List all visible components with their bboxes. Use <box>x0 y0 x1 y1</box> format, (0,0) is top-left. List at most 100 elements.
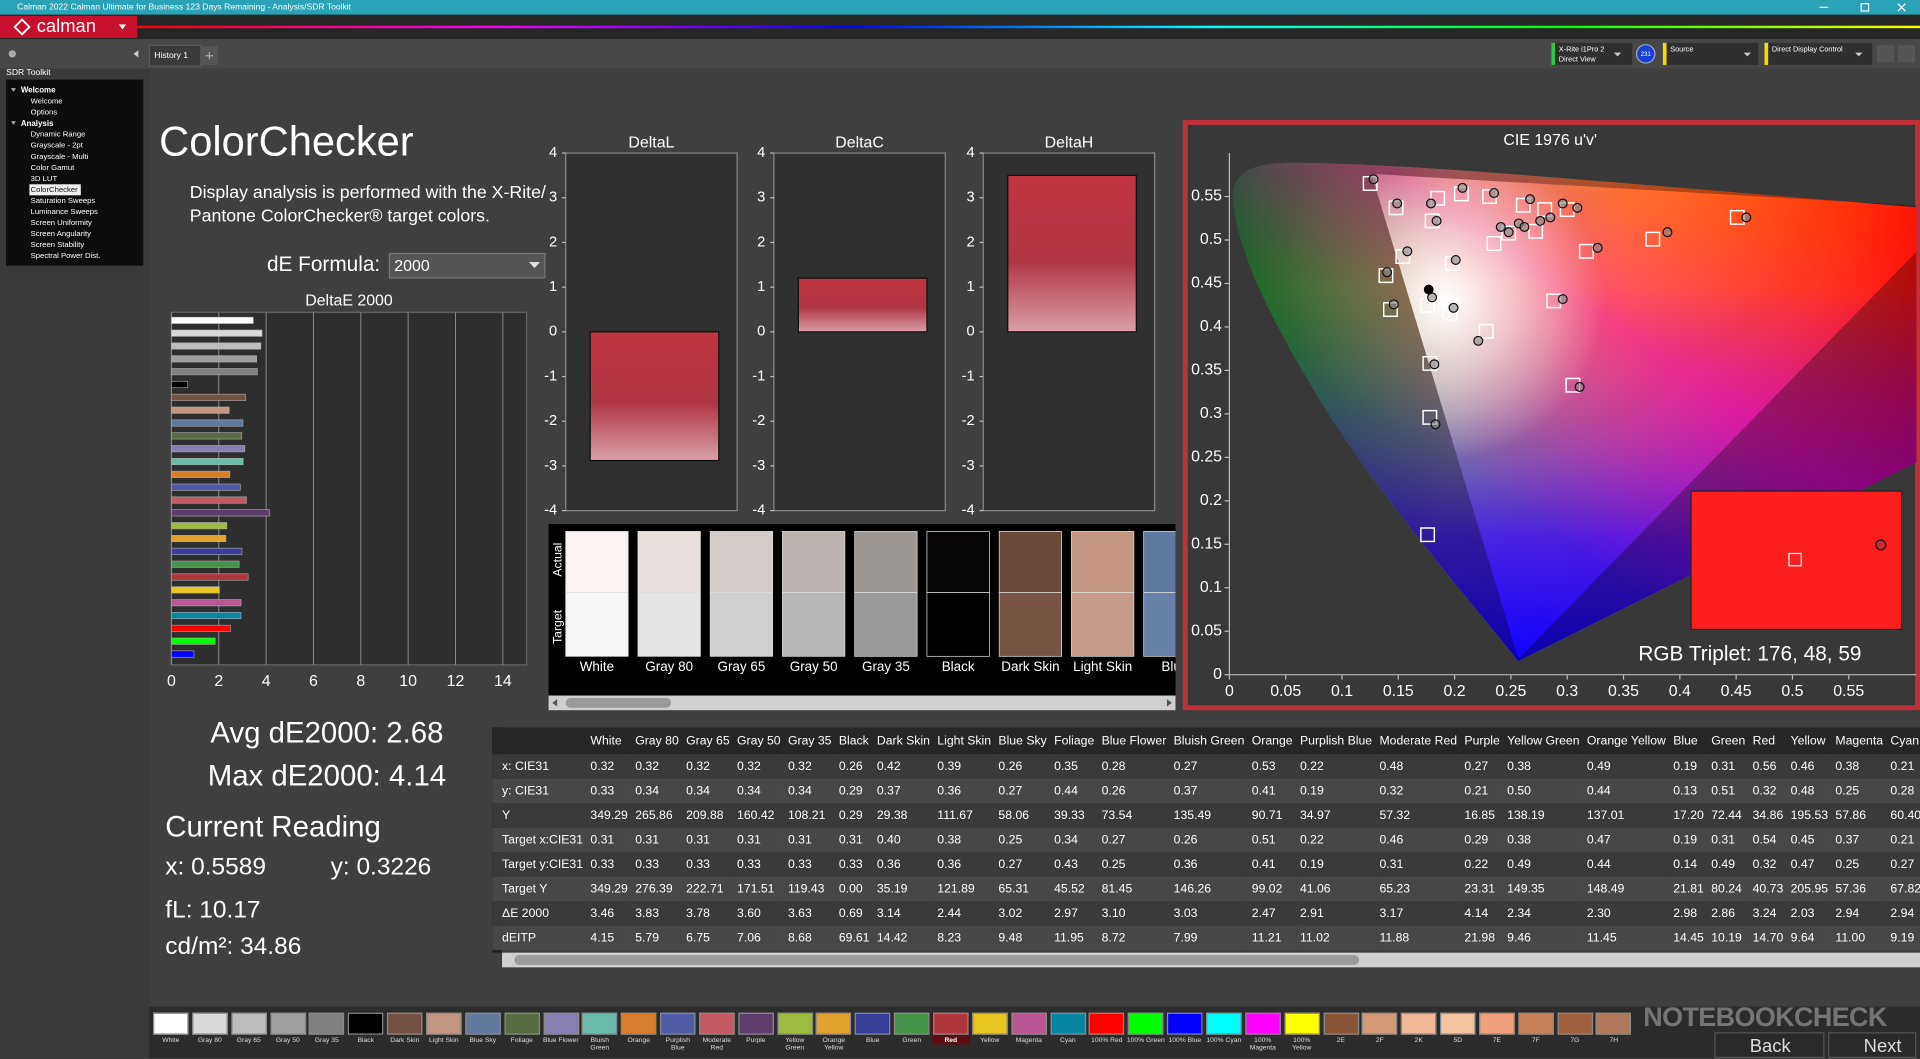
patch[interactable]: 2K <box>1400 1012 1438 1044</box>
settings-button[interactable] <box>1877 45 1895 63</box>
patch[interactable]: 2E <box>1322 1012 1360 1044</box>
tree-group[interactable]: Welcome <box>21 86 56 95</box>
cell: 73.54 <box>1097 803 1170 828</box>
cell: 11.45 <box>1583 925 1670 951</box>
tree-item[interactable]: Color Gamut <box>31 163 76 172</box>
tree-expander[interactable] <box>11 88 16 92</box>
patch-label: Magenta <box>1015 1037 1042 1045</box>
patch[interactable]: Gray 80 <box>191 1012 229 1044</box>
patch[interactable]: White <box>152 1012 190 1045</box>
patch-swatch <box>933 1012 969 1035</box>
patch[interactable]: Blue Sky <box>464 1012 502 1044</box>
tree-item[interactable]: Luminance Sweeps <box>31 207 98 216</box>
patch[interactable]: Moderate Red <box>698 1012 736 1052</box>
patch[interactable]: 100% Yellow <box>1283 1012 1321 1052</box>
table-row: Target Y 349.29 276.39 222.71 171.51 119.43 0.… <box>492 876 1920 902</box>
meter-control[interactable] <box>1551 42 1633 65</box>
tree-item[interactable]: 3D LUT <box>31 174 58 183</box>
tree-item[interactable]: Options <box>31 108 58 117</box>
scrollbar[interactable] <box>548 695 1176 711</box>
patch[interactable]: 2F <box>1361 1012 1399 1044</box>
patch[interactable]: Gray 35 <box>308 1012 346 1044</box>
patch-label: White <box>162 1037 180 1045</box>
tree-item[interactable]: Dynamic Range <box>31 130 86 139</box>
patch[interactable]: 100% Magenta <box>1244 1012 1282 1052</box>
patch[interactable]: 7H <box>1595 1012 1633 1044</box>
tree-item[interactable]: Spectral Power Dist. <box>31 251 101 260</box>
patch-swatch <box>543 1012 579 1035</box>
patch[interactable]: Magenta <box>1010 1012 1048 1045</box>
tree-item[interactable]: Screen Angularity <box>31 229 92 238</box>
tree-item[interactable]: Welcome <box>31 97 63 106</box>
patch[interactable]: Dark Skin <box>386 1012 424 1044</box>
cell: 0.38 <box>1503 827 1584 853</box>
patch[interactable]: Orange Yellow <box>815 1012 853 1052</box>
patch-label: 7F <box>1531 1037 1540 1045</box>
patch[interactable]: Gray 65 <box>230 1012 268 1044</box>
patch[interactable]: Foliage <box>503 1012 541 1044</box>
patch[interactable]: 100% Green <box>1127 1012 1165 1044</box>
cell: 0.32 <box>784 754 836 779</box>
source-control[interactable] <box>1662 42 1759 65</box>
patch[interactable]: 100% Blue <box>1166 1012 1204 1044</box>
patch[interactable]: 7G <box>1556 1012 1594 1044</box>
table-scrollbar-thumb[interactable] <box>514 955 1360 965</box>
logo-box[interactable] <box>0 15 138 38</box>
patch[interactable]: Black <box>347 1012 385 1045</box>
column-header: Yellow Green <box>1503 727 1584 755</box>
tab[interactable] <box>148 44 202 67</box>
collapse-arrow[interactable] <box>133 50 139 58</box>
layout-button[interactable] <box>1897 45 1916 63</box>
tree-item[interactable]: Grayscale - Multi <box>31 152 89 161</box>
cell: 0.34 <box>631 778 683 804</box>
maximize-icon[interactable] <box>1860 3 1870 12</box>
bar <box>171 432 243 440</box>
patch[interactable]: Blue <box>854 1012 892 1044</box>
patch[interactable]: 100% Cyan <box>1205 1012 1243 1044</box>
patch[interactable]: Light Skin <box>425 1012 463 1044</box>
next-button[interactable]: Next <box>1828 1032 1917 1058</box>
patch[interactable]: Purplish Blue <box>659 1012 697 1052</box>
patch[interactable]: Purple <box>737 1012 775 1044</box>
tree-item[interactable]: ColorChecker <box>31 185 79 194</box>
patch[interactable]: Bluish Green <box>581 1012 619 1052</box>
patch[interactable]: 7F <box>1517 1012 1555 1045</box>
swatch-label: White <box>580 659 614 674</box>
patch[interactable]: 7E <box>1478 1012 1516 1044</box>
display-control[interactable] <box>1764 42 1873 65</box>
tree-item[interactable]: Screen Uniformity <box>31 218 92 227</box>
patch[interactable]: Red <box>931 1012 970 1045</box>
column-header: Gray 35 <box>784 727 836 755</box>
patch[interactable]: Yellow <box>971 1012 1009 1044</box>
cell: 0.69 <box>835 901 874 926</box>
cell: 349.29 <box>586 803 632 828</box>
meter-badge[interactable] <box>1635 44 1656 64</box>
patch[interactable]: Blue Flower <box>542 1012 580 1044</box>
x-tick-label: 0.4 <box>1669 683 1691 700</box>
patch[interactable]: Cyan <box>1049 1012 1087 1044</box>
row-label: Target x:CIE31 <box>492 827 587 853</box>
patch[interactable]: 5D <box>1439 1012 1477 1044</box>
tree-group[interactable]: Analysis <box>21 119 54 128</box>
patch[interactable]: Yellow Green <box>776 1012 814 1052</box>
cell: 0.37 <box>873 778 934 804</box>
scrollbar-thumb[interactable] <box>565 697 672 708</box>
patch[interactable]: Gray 50 <box>269 1012 307 1044</box>
tree-item[interactable]: Screen Stability <box>31 240 85 249</box>
back-button[interactable]: Back <box>1714 1032 1825 1058</box>
tree-expander[interactable] <box>11 121 16 125</box>
y-tick-label: 0.25 <box>1191 449 1222 466</box>
patch[interactable]: Orange <box>620 1012 658 1044</box>
cell: 6.75 <box>682 925 734 951</box>
patch[interactable]: 100% Red <box>1088 1012 1126 1044</box>
tree-item[interactable]: Grayscale - 2pt <box>31 141 84 150</box>
toolbar-icon[interactable] <box>8 50 16 58</box>
close-icon[interactable] <box>1897 3 1906 12</box>
patch[interactable]: Green <box>893 1012 931 1044</box>
sidebar-title: SDR Toolkit <box>6 67 51 77</box>
formula-select[interactable] <box>388 252 546 279</box>
patch-label: Black <box>357 1037 375 1045</box>
patch-swatch <box>1284 1012 1320 1035</box>
cell: 222.71 <box>682 876 734 902</box>
tree-item[interactable]: Saturation Sweeps <box>31 196 96 205</box>
